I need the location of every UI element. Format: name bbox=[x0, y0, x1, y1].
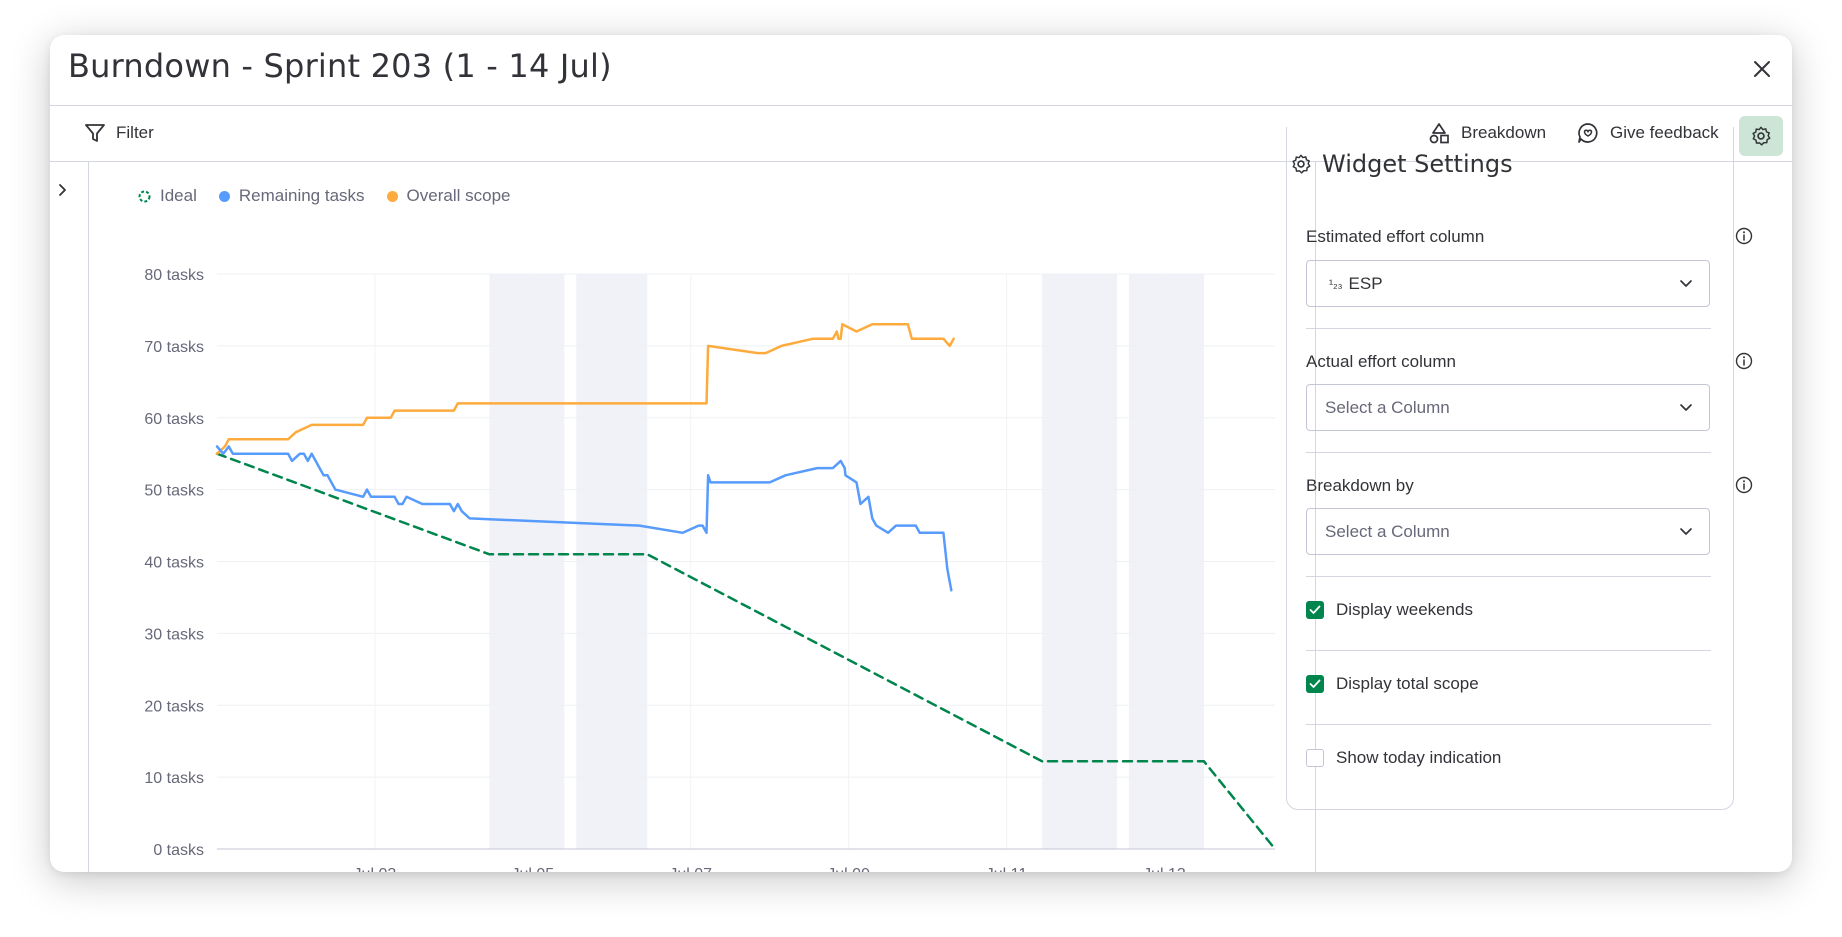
divider bbox=[1306, 452, 1711, 453]
chevron-down-icon bbox=[1680, 280, 1692, 287]
checkbox-unchecked[interactable] bbox=[1306, 749, 1324, 767]
y-tick-label: 0 tasks bbox=[153, 842, 204, 859]
widget-settings-title: Widget Settings bbox=[1322, 150, 1513, 178]
widget-settings-header: Widget Settings bbox=[1290, 150, 1513, 178]
x-tick-label: Jul 03 bbox=[354, 866, 397, 872]
gear-icon bbox=[1752, 126, 1771, 146]
legend-remaining[interactable]: Remaining tasks bbox=[218, 186, 365, 206]
y-tick-label: 70 tasks bbox=[144, 339, 204, 356]
divider bbox=[1306, 576, 1711, 577]
y-tick-label: 20 tasks bbox=[144, 698, 204, 715]
legend-ideal[interactable]: Ideal bbox=[138, 186, 197, 206]
x-tick-label: Jul 11 bbox=[986, 866, 1028, 872]
feedback-label: Give feedback bbox=[1610, 123, 1719, 142]
display-weekends-checkbox[interactable]: Display weekends bbox=[1306, 600, 1473, 620]
scope-dot-icon bbox=[386, 190, 398, 202]
show-today-label: Show today indication bbox=[1336, 748, 1502, 767]
filter-icon bbox=[85, 124, 105, 142]
divider bbox=[1306, 328, 1711, 329]
y-tick-label: 60 tasks bbox=[144, 411, 204, 428]
info-icon[interactable] bbox=[1735, 476, 1753, 494]
estimated-effort-select[interactable]: ¹₂₃ ESP bbox=[1306, 260, 1710, 307]
chart-area: Ideal Remaining tasks Overall scope 0 ta… bbox=[50, 162, 1315, 872]
breakdown-button[interactable]: Breakdown bbox=[1427, 116, 1546, 150]
x-tick-label: Jul 05 bbox=[511, 866, 554, 872]
estimated-effort-value: ESP bbox=[1348, 273, 1383, 293]
y-tick-label: 10 tasks bbox=[144, 770, 204, 787]
widget-settings-panel bbox=[1286, 127, 1734, 810]
check-icon bbox=[1309, 679, 1321, 688]
chevron-down-icon bbox=[1680, 404, 1692, 411]
burndown-chart: 0 tasks 10 tasks 20 tasks 30 tasks 40 tasks 5… bbox=[144, 267, 1277, 872]
breakdown-by-placeholder: Select a Column bbox=[1325, 521, 1450, 541]
legend-remaining-label: Remaining tasks bbox=[238, 186, 365, 205]
y-tick-label: 80 tasks bbox=[144, 267, 204, 284]
actual-effort-placeholder: Select a Column bbox=[1325, 397, 1450, 417]
legend-ideal-label: Ideal bbox=[160, 186, 197, 205]
series-line-ideal bbox=[215, 452, 1277, 851]
estimated-effort-label: Estimated effort column bbox=[1306, 227, 1485, 246]
checkbox-checked[interactable] bbox=[1306, 675, 1324, 693]
chart-legend: Ideal Remaining tasks Overall scope bbox=[138, 186, 510, 206]
divider bbox=[1306, 724, 1711, 725]
check-icon bbox=[1309, 605, 1321, 614]
legend-scope-label: Overall scope bbox=[406, 186, 511, 205]
remaining-dot-icon bbox=[218, 190, 230, 202]
give-feedback-button[interactable]: Give feedback bbox=[1576, 116, 1719, 150]
breakdown-label: Breakdown bbox=[1461, 123, 1547, 142]
chevron-right-icon bbox=[59, 184, 66, 196]
series-line-overall-scope bbox=[215, 323, 955, 455]
series-line-remaining-tasks bbox=[215, 445, 953, 592]
collapse-rail bbox=[88, 162, 89, 872]
widget-settings-button[interactable] bbox=[1739, 116, 1783, 156]
page-title: Burndown - Sprint 203 (1 - 14 Jul) bbox=[68, 47, 612, 85]
modal-header: Burndown - Sprint 203 (1 - 14 Jul) bbox=[50, 35, 1792, 106]
info-icon[interactable] bbox=[1735, 227, 1753, 245]
burndown-modal: Burndown - Sprint 203 (1 - 14 Jul) Filte… bbox=[50, 35, 1792, 872]
x-tick-label: Jul 13 bbox=[1143, 866, 1186, 872]
legend-scope[interactable]: Overall scope bbox=[386, 186, 511, 206]
expand-sidebar-toggle[interactable] bbox=[58, 182, 74, 200]
y-tick-label: 40 tasks bbox=[144, 555, 204, 572]
x-tick-label: Jul 07 bbox=[669, 866, 712, 872]
checkbox-checked[interactable] bbox=[1306, 601, 1324, 619]
y-tick-label: 50 tasks bbox=[144, 483, 204, 500]
x-tick-label: Jul 09 bbox=[827, 866, 870, 872]
display-total-scope-checkbox[interactable]: Display total scope bbox=[1306, 674, 1479, 694]
toolbar: Filter Breakdown Give feedback bbox=[50, 106, 1792, 162]
info-icon[interactable] bbox=[1735, 352, 1753, 370]
filter-button[interactable]: Filter bbox=[84, 116, 154, 150]
chevron-down-icon bbox=[1680, 528, 1692, 535]
actual-effort-select[interactable]: Select a Column bbox=[1306, 384, 1710, 431]
ideal-dashed-circle-icon bbox=[138, 190, 151, 202]
feedback-icon bbox=[1578, 123, 1598, 143]
close-button[interactable] bbox=[1744, 51, 1780, 87]
close-icon bbox=[1754, 61, 1770, 77]
filter-label: Filter bbox=[116, 123, 154, 142]
divider bbox=[1306, 650, 1711, 651]
display-weekends-label: Display weekends bbox=[1336, 600, 1474, 619]
breakdown-by-select[interactable]: Select a Column bbox=[1306, 508, 1710, 555]
show-today-checkbox[interactable]: Show today indication bbox=[1306, 748, 1501, 768]
gear-icon bbox=[1292, 154, 1311, 174]
y-tick-label: 30 tasks bbox=[144, 626, 204, 643]
breakdown-by-label: Breakdown by bbox=[1306, 476, 1414, 495]
actual-effort-label: Actual effort column bbox=[1306, 352, 1456, 371]
numbers-column-icon: ¹₂₃ bbox=[1329, 276, 1343, 291]
panel-divider bbox=[1315, 162, 1316, 872]
breakdown-icon bbox=[1429, 123, 1449, 144]
display-total-scope-label: Display total scope bbox=[1336, 674, 1479, 693]
